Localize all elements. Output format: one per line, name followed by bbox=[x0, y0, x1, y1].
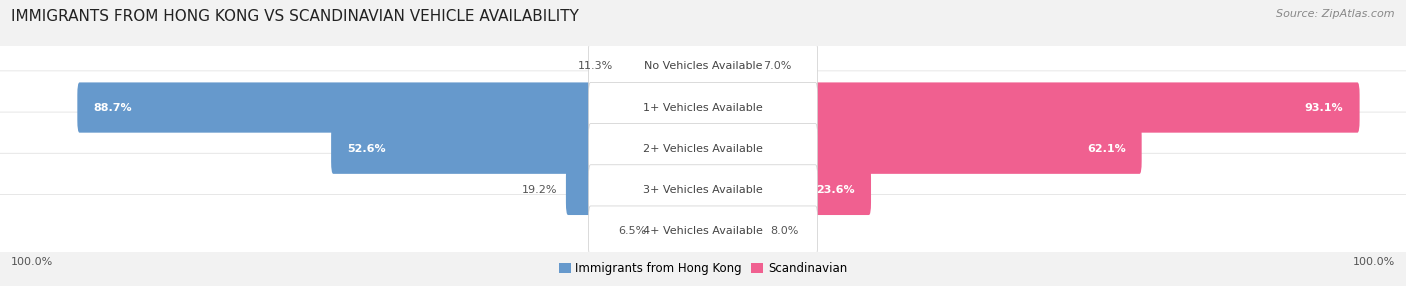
FancyBboxPatch shape bbox=[77, 82, 593, 133]
Text: 3+ Vehicles Available: 3+ Vehicles Available bbox=[643, 185, 763, 195]
Text: 8.0%: 8.0% bbox=[770, 226, 799, 236]
Text: 11.3%: 11.3% bbox=[578, 61, 613, 71]
FancyBboxPatch shape bbox=[0, 30, 1406, 103]
Text: 19.2%: 19.2% bbox=[522, 185, 558, 195]
Text: 62.1%: 62.1% bbox=[1087, 144, 1126, 154]
FancyBboxPatch shape bbox=[332, 124, 593, 174]
Text: 23.6%: 23.6% bbox=[817, 185, 855, 195]
FancyBboxPatch shape bbox=[0, 112, 1406, 185]
FancyBboxPatch shape bbox=[588, 41, 818, 92]
FancyBboxPatch shape bbox=[588, 124, 818, 174]
Text: 2+ Vehicles Available: 2+ Vehicles Available bbox=[643, 144, 763, 154]
FancyBboxPatch shape bbox=[588, 165, 818, 215]
FancyBboxPatch shape bbox=[813, 124, 1142, 174]
Text: No Vehicles Available: No Vehicles Available bbox=[644, 61, 762, 71]
FancyBboxPatch shape bbox=[588, 206, 818, 256]
FancyBboxPatch shape bbox=[0, 153, 1406, 227]
Text: 100.0%: 100.0% bbox=[11, 257, 53, 267]
Text: 7.0%: 7.0% bbox=[762, 61, 792, 71]
Text: 4+ Vehicles Available: 4+ Vehicles Available bbox=[643, 226, 763, 236]
FancyBboxPatch shape bbox=[588, 82, 818, 133]
Text: 6.5%: 6.5% bbox=[619, 226, 647, 236]
Text: Source: ZipAtlas.com: Source: ZipAtlas.com bbox=[1277, 9, 1395, 19]
FancyBboxPatch shape bbox=[0, 194, 1406, 268]
Legend: Immigrants from Hong Kong, Scandinavian: Immigrants from Hong Kong, Scandinavian bbox=[554, 258, 852, 280]
Text: 100.0%: 100.0% bbox=[1353, 257, 1395, 267]
Text: IMMIGRANTS FROM HONG KONG VS SCANDINAVIAN VEHICLE AVAILABILITY: IMMIGRANTS FROM HONG KONG VS SCANDINAVIA… bbox=[11, 9, 579, 23]
Text: 52.6%: 52.6% bbox=[347, 144, 385, 154]
FancyBboxPatch shape bbox=[565, 165, 593, 215]
Text: 88.7%: 88.7% bbox=[93, 103, 132, 112]
Text: 1+ Vehicles Available: 1+ Vehicles Available bbox=[643, 103, 763, 112]
FancyBboxPatch shape bbox=[813, 165, 872, 215]
Text: 93.1%: 93.1% bbox=[1305, 103, 1344, 112]
FancyBboxPatch shape bbox=[0, 71, 1406, 144]
FancyBboxPatch shape bbox=[813, 82, 1360, 133]
